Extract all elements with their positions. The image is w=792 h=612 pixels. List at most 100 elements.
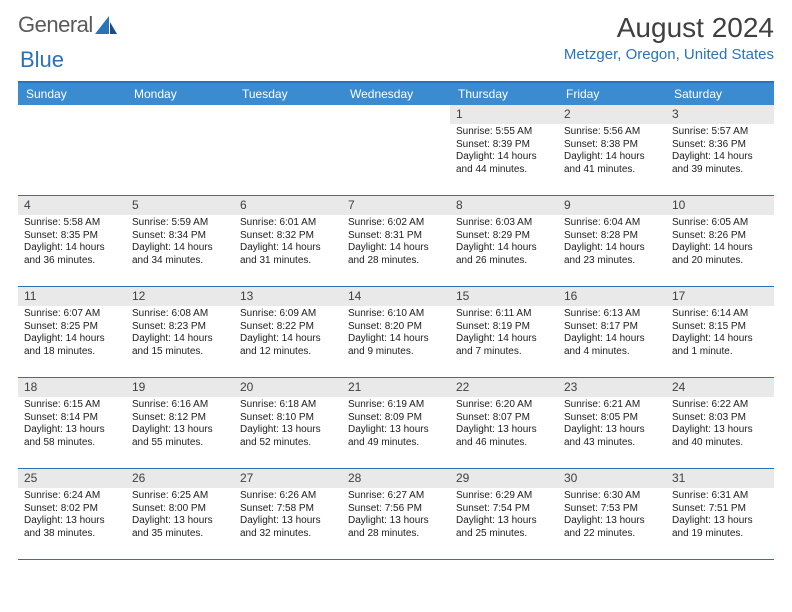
detail-line: Sunrise: 6:09 AM: [240, 308, 336, 321]
weekday-label: Friday: [558, 83, 666, 105]
detail-line: Daylight: 13 hours: [24, 424, 120, 437]
logo-sail-icon: [95, 16, 117, 34]
detail-line: Daylight: 14 hours: [240, 333, 336, 346]
day-number: 2: [558, 105, 666, 124]
day-cell: 18Sunrise: 6:15 AMSunset: 8:14 PMDayligh…: [18, 378, 126, 468]
detail-line: Daylight: 13 hours: [564, 424, 660, 437]
detail-line: Sunrise: 6:10 AM: [348, 308, 444, 321]
detail-line: Sunset: 8:02 PM: [24, 503, 120, 516]
day-cell: 16Sunrise: 6:13 AMSunset: 8:17 PMDayligh…: [558, 287, 666, 377]
day-number: 22: [450, 378, 558, 397]
day-number: 12: [126, 287, 234, 306]
detail-line: Daylight: 13 hours: [240, 515, 336, 528]
day-details: Sunrise: 6:21 AMSunset: 8:05 PMDaylight:…: [558, 397, 666, 455]
day-number: 7: [342, 196, 450, 215]
day-cell: [126, 105, 234, 195]
detail-line: Sunset: 8:28 PM: [564, 230, 660, 243]
detail-line: Sunrise: 5:58 AM: [24, 217, 120, 230]
logo-word-2: Blue: [20, 47, 64, 72]
day-cell: 28Sunrise: 6:27 AMSunset: 7:56 PMDayligh…: [342, 469, 450, 559]
detail-line: Sunset: 8:32 PM: [240, 230, 336, 243]
day-details: Sunrise: 6:26 AMSunset: 7:58 PMDaylight:…: [234, 488, 342, 546]
detail-line: Sunset: 8:17 PM: [564, 321, 660, 334]
day-details: Sunrise: 6:11 AMSunset: 8:19 PMDaylight:…: [450, 306, 558, 364]
detail-line: Sunset: 8:39 PM: [456, 139, 552, 152]
detail-line: and 58 minutes.: [24, 437, 120, 450]
detail-line: Daylight: 14 hours: [24, 333, 120, 346]
day-number: 20: [234, 378, 342, 397]
detail-line: Daylight: 13 hours: [672, 515, 768, 528]
detail-line: Sunrise: 6:18 AM: [240, 399, 336, 412]
detail-line: and 1 minute.: [672, 346, 768, 359]
detail-line: Sunset: 8:38 PM: [564, 139, 660, 152]
detail-line: Sunset: 8:07 PM: [456, 412, 552, 425]
detail-line: Sunrise: 6:01 AM: [240, 217, 336, 230]
detail-line: Sunset: 8:15 PM: [672, 321, 768, 334]
day-cell: 20Sunrise: 6:18 AMSunset: 8:10 PMDayligh…: [234, 378, 342, 468]
weekday-label: Thursday: [450, 83, 558, 105]
day-number: 31: [666, 469, 774, 488]
detail-line: Sunset: 8:29 PM: [456, 230, 552, 243]
day-number: 28: [342, 469, 450, 488]
detail-line: and 35 minutes.: [132, 528, 228, 541]
day-details: Sunrise: 6:16 AMSunset: 8:12 PMDaylight:…: [126, 397, 234, 455]
day-cell: 26Sunrise: 6:25 AMSunset: 8:00 PMDayligh…: [126, 469, 234, 559]
day-number: 8: [450, 196, 558, 215]
detail-line: and 28 minutes.: [348, 528, 444, 541]
detail-line: Sunrise: 6:03 AM: [456, 217, 552, 230]
detail-line: Sunset: 8:34 PM: [132, 230, 228, 243]
day-details: Sunrise: 6:18 AMSunset: 8:10 PMDaylight:…: [234, 397, 342, 455]
detail-line: Sunrise: 5:55 AM: [456, 126, 552, 139]
detail-line: and 34 minutes.: [132, 255, 228, 268]
day-number: 4: [18, 196, 126, 215]
detail-line: Daylight: 14 hours: [456, 151, 552, 164]
day-cell: 5Sunrise: 5:59 AMSunset: 8:34 PMDaylight…: [126, 196, 234, 286]
detail-line: Daylight: 14 hours: [456, 242, 552, 255]
detail-line: Sunrise: 6:30 AM: [564, 490, 660, 503]
detail-line: Daylight: 14 hours: [348, 242, 444, 255]
day-number: 19: [126, 378, 234, 397]
detail-line: Daylight: 14 hours: [240, 242, 336, 255]
detail-line: and 22 minutes.: [564, 528, 660, 541]
day-cell: 9Sunrise: 6:04 AMSunset: 8:28 PMDaylight…: [558, 196, 666, 286]
day-cell: 6Sunrise: 6:01 AMSunset: 8:32 PMDaylight…: [234, 196, 342, 286]
detail-line: Sunrise: 6:29 AM: [456, 490, 552, 503]
detail-line: Sunrise: 6:20 AM: [456, 399, 552, 412]
detail-line: Sunset: 8:14 PM: [24, 412, 120, 425]
detail-line: Daylight: 14 hours: [672, 242, 768, 255]
detail-line: Sunset: 7:56 PM: [348, 503, 444, 516]
day-number: 18: [18, 378, 126, 397]
day-details: Sunrise: 6:30 AMSunset: 7:53 PMDaylight:…: [558, 488, 666, 546]
detail-line: Daylight: 13 hours: [564, 515, 660, 528]
detail-line: and 39 minutes.: [672, 164, 768, 177]
day-number: 29: [450, 469, 558, 488]
day-cell: 10Sunrise: 6:05 AMSunset: 8:26 PMDayligh…: [666, 196, 774, 286]
day-details: Sunrise: 6:27 AMSunset: 7:56 PMDaylight:…: [342, 488, 450, 546]
day-cell: 8 Sunrise: 6:03 AMSunset: 8:29 PMDaylight…: [450, 196, 558, 286]
detail-line: Sunset: 8:09 PM: [348, 412, 444, 425]
day-number: 13: [234, 287, 342, 306]
day-details: Sunrise: 6:09 AMSunset: 8:22 PMDaylight:…: [234, 306, 342, 364]
day-cell: 27Sunrise: 6:26 AMSunset: 7:58 PMDayligh…: [234, 469, 342, 559]
day-details: Sunrise: 6:19 AMSunset: 8:09 PMDaylight:…: [342, 397, 450, 455]
day-number: 17: [666, 287, 774, 306]
detail-line: Sunset: 8:19 PM: [456, 321, 552, 334]
day-details: Sunrise: 6:22 AMSunset: 8:03 PMDaylight:…: [666, 397, 774, 455]
day-cell: 15Sunrise: 6:11 AMSunset: 8:19 PMDayligh…: [450, 287, 558, 377]
day-cell: 21Sunrise: 6:19 AMSunset: 8:09 PMDayligh…: [342, 378, 450, 468]
day-details: Sunrise: 5:58 AMSunset: 8:35 PMDaylight:…: [18, 215, 126, 273]
detail-line: Sunset: 8:00 PM: [132, 503, 228, 516]
day-cell: [18, 105, 126, 195]
weekday-label: Monday: [126, 83, 234, 105]
detail-line: Sunrise: 6:24 AM: [24, 490, 120, 503]
detail-line: Daylight: 14 hours: [672, 333, 768, 346]
detail-line: Sunrise: 6:31 AM: [672, 490, 768, 503]
detail-line: Sunrise: 6:27 AM: [348, 490, 444, 503]
day-cell: 29Sunrise: 6:29 AMSunset: 7:54 PMDayligh…: [450, 469, 558, 559]
detail-line: Sunset: 7:53 PM: [564, 503, 660, 516]
day-number: 9: [558, 196, 666, 215]
detail-line: Daylight: 13 hours: [132, 515, 228, 528]
detail-line: and 43 minutes.: [564, 437, 660, 450]
detail-line: Daylight: 13 hours: [456, 515, 552, 528]
detail-line: Sunset: 8:22 PM: [240, 321, 336, 334]
